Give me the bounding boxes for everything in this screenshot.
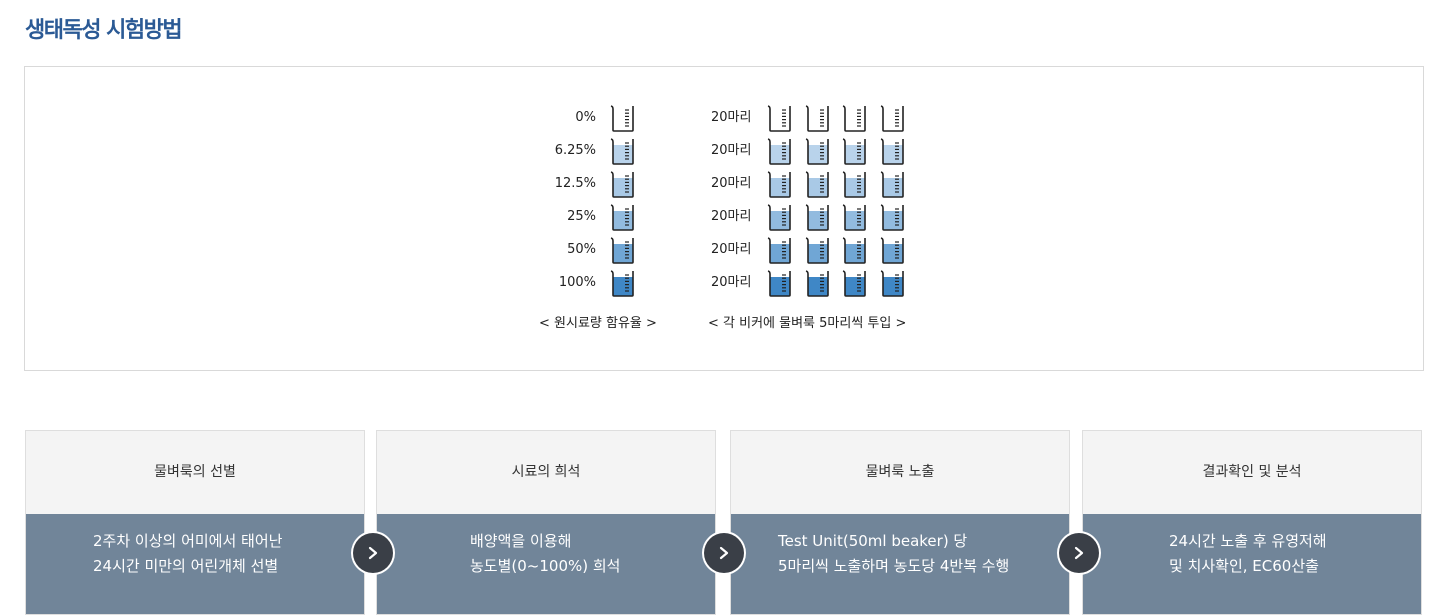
daphnia-count-label: 20마리 <box>711 110 752 125</box>
step-title: 결과확인 및 분석 <box>1083 431 1421 514</box>
step-title: 물벼룩 노출 <box>731 431 1069 514</box>
beaker-icon <box>841 136 869 166</box>
step-line: 2주차 이상의 어미에서 태어난 <box>93 532 283 550</box>
test-method-diagram: 0% 20마리 6.25% 20마리 12.5% 20마리 25% 20마리 50% 20마리 10… <box>24 66 1424 371</box>
step-line: 농도별(0~100%) 희석 <box>470 557 621 575</box>
concentration-label: 12.5% <box>554 176 596 191</box>
beaker-icon <box>879 202 907 232</box>
step-description: 배양액을 이용해 농도별(0~100%) 희석 <box>377 514 715 614</box>
step-description: 2주차 이상의 어미에서 태어난 24시간 미만의 어린개체 선별 <box>26 514 364 614</box>
beaker-icon <box>804 268 832 298</box>
beaker-icon <box>766 169 794 199</box>
beaker-icon <box>609 169 637 199</box>
concentration-label: 6.25% <box>554 143 596 158</box>
step-line: 배양액을 이용해 <box>470 532 572 550</box>
beaker-icon <box>766 268 794 298</box>
beaker-icon <box>766 235 794 265</box>
caption-concentration: < 원시료량 함유율 > <box>539 316 657 331</box>
step-daphnia-selection: 물벼룩의 선별 2주차 이상의 어미에서 태어난 24시간 미만의 어린개체 선… <box>25 430 365 615</box>
beaker-icon <box>609 268 637 298</box>
step-daphnia-exposure: 물벼룩 노출 Test Unit(50ml beaker) 당 5마리씩 노출하… <box>730 430 1070 615</box>
step-sample-dilution: 시료의 희석 배양액을 이용해 농도별(0~100%) 희석 <box>376 430 716 615</box>
beaker-icon <box>804 235 832 265</box>
beaker-icon <box>804 202 832 232</box>
beaker-icon <box>804 136 832 166</box>
caption-beakers: < 각 비커에 물벼룩 5마리씩 투입 > <box>708 316 907 331</box>
beaker-icon <box>879 235 907 265</box>
beaker-icon <box>609 202 637 232</box>
daphnia-count-label: 20마리 <box>711 176 752 191</box>
beaker-icon <box>804 103 832 133</box>
beaker-icon <box>841 268 869 298</box>
daphnia-count-label: 20마리 <box>711 275 752 290</box>
step-description: Test Unit(50ml beaker) 당 5마리씩 노출하며 농도당 4… <box>731 514 1069 614</box>
beaker-icon <box>766 103 794 133</box>
beaker-icon <box>841 103 869 133</box>
chevron-right-icon <box>1059 533 1099 573</box>
step-result-analysis: 결과확인 및 분석 24시간 노출 후 유영저해 및 치사확인, EC60산출 <box>1082 430 1422 615</box>
beaker-icon <box>804 169 832 199</box>
step-line: Test Unit(50ml beaker) 당 <box>778 532 968 550</box>
beaker-icon <box>841 235 869 265</box>
process-steps: 물벼룩의 선별 2주차 이상의 어미에서 태어난 24시간 미만의 어린개체 선… <box>0 430 1440 615</box>
concentration-label: 25% <box>567 209 596 224</box>
beaker-icon <box>879 268 907 298</box>
beaker-icon <box>609 136 637 166</box>
chevron-right-icon <box>353 533 393 573</box>
beaker-icon <box>841 202 869 232</box>
step-line: 및 치사확인, EC60산출 <box>1169 557 1319 575</box>
step-line: 24시간 노출 후 유영저해 <box>1169 532 1327 550</box>
beaker-icon <box>609 103 637 133</box>
beaker-icon <box>609 235 637 265</box>
daphnia-count-label: 20마리 <box>711 242 752 257</box>
beaker-icon <box>766 202 794 232</box>
concentration-label: 0% <box>575 110 596 125</box>
beaker-icon <box>879 136 907 166</box>
step-title: 시료의 희석 <box>377 431 715 514</box>
beaker-icon <box>879 103 907 133</box>
concentration-label: 50% <box>567 242 596 257</box>
step-title: 물벼룩의 선별 <box>26 431 364 514</box>
beaker-icon <box>766 136 794 166</box>
concentration-label: 100% <box>558 275 596 290</box>
chevron-right-icon <box>704 533 744 573</box>
page-title: 생태독성 시험방법 <box>25 18 183 43</box>
beaker-icon <box>879 169 907 199</box>
beaker-icon <box>841 169 869 199</box>
step-line: 5마리씩 노출하며 농도당 4반복 수행 <box>778 557 1010 575</box>
daphnia-count-label: 20마리 <box>711 209 752 224</box>
daphnia-count-label: 20마리 <box>711 143 752 158</box>
step-description: 24시간 노출 후 유영저해 및 치사확인, EC60산출 <box>1083 514 1421 614</box>
step-line: 24시간 미만의 어린개체 선별 <box>93 557 279 575</box>
